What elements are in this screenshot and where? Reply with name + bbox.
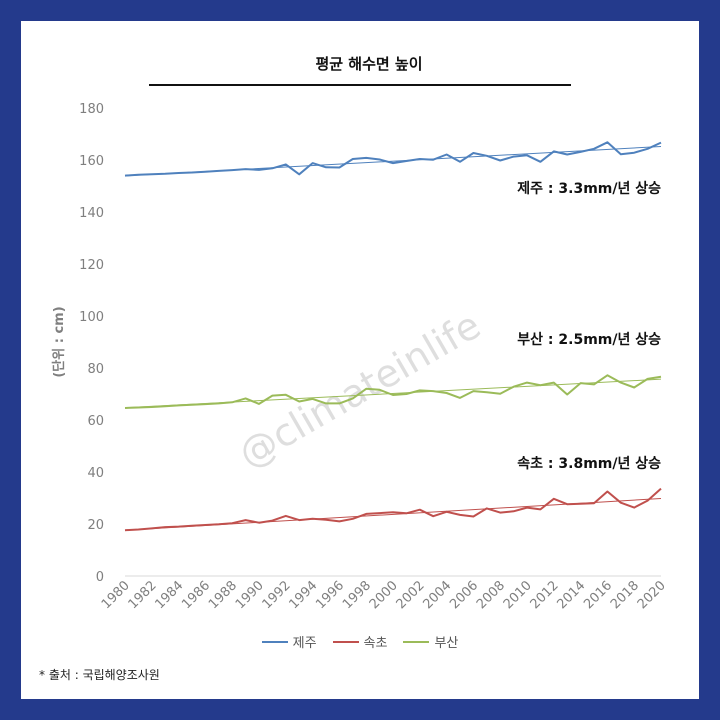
x-tick-label: 1988 [206, 578, 240, 612]
x-tick-label: 2000 [367, 578, 401, 612]
y-tick-label: 100 [79, 310, 104, 325]
x-tick-label: 2014 [554, 578, 588, 612]
legend-item: 부산 [403, 632, 458, 651]
y-tick-label: 40 [87, 466, 104, 481]
x-tick-label: 2006 [447, 578, 481, 612]
x-tick-label: 2002 [394, 578, 428, 612]
y-tick-label: 20 [87, 518, 104, 533]
x-tick-label: 2004 [420, 578, 454, 612]
legend-item: 제주 [261, 632, 317, 651]
legend-swatch [332, 640, 359, 643]
series-lines [124, 141, 662, 532]
y-tick-label: 60 [87, 414, 104, 429]
chart-card: 평균 해수면 높이 0 20 40 60 80 100 120 140 160 180 (단위 : … [21, 21, 699, 699]
annotation-제주: 제주 : 3.3mm/년 상승 [517, 181, 661, 197]
watermark-text: @climateinlife [231, 303, 488, 477]
x-tick-label: 1986 [179, 578, 213, 612]
y-tick-label: 180 [79, 102, 104, 117]
x-tick-label: 1990 [233, 578, 267, 612]
y-tick-label: 0 [96, 570, 104, 585]
y-axis: 0 20 40 60 80 100 120 140 160 180 (단위 : cm) [51, 102, 104, 585]
y-tick-label: 80 [87, 362, 104, 377]
legend-label: 제주 [292, 636, 317, 651]
title-underline [149, 84, 571, 86]
legend-label: 속초 [363, 636, 388, 651]
annotation-속초: 속초 : 3.8mm/년 상승 [517, 456, 661, 472]
x-tick-label: 2020 [635, 578, 669, 612]
x-tick-label: 2018 [608, 578, 642, 612]
legend-swatch [403, 640, 430, 643]
watermark: @climateinlife [231, 303, 488, 477]
series-line-부산 [124, 374, 662, 409]
source-note: * 출처 : 국립해양조사원 [39, 668, 160, 682]
line-chart: 0 20 40 60 80 100 120 140 160 180 (단위 : cm) 198019… [51, 102, 669, 612]
y-tick-label: 160 [79, 154, 104, 169]
chart-title: 평균 해수면 높이 [315, 55, 423, 73]
x-tick-label: 1996 [313, 578, 347, 612]
x-tick-label: 2012 [528, 578, 562, 612]
x-tick-label: 1994 [286, 578, 320, 612]
y-tick-label: 140 [79, 206, 104, 221]
legend-label: 부산 [434, 636, 459, 651]
series-line-제주 [124, 141, 662, 177]
x-tick-label: 1992 [260, 578, 294, 612]
legend: 제주 속초 부산 [21, 632, 699, 651]
y-axis-title: (단위 : cm) [51, 306, 67, 377]
annotation-부산: 부산 : 2.5mm/년 상승 [517, 331, 661, 348]
series-line-속초 [124, 487, 662, 532]
x-tick-label: 2008 [474, 578, 508, 612]
legend-swatch [261, 640, 288, 643]
x-tick-label: 1998 [340, 578, 374, 612]
y-tick-label: 120 [79, 258, 104, 273]
legend-item: 속초 [332, 632, 388, 651]
x-tick-label: 1982 [126, 578, 160, 612]
x-tick-label: 2016 [581, 578, 615, 612]
x-axis: 1980198219841986198819901992199419961998… [99, 575, 669, 612]
x-tick-label: 2010 [501, 578, 535, 612]
x-tick-label: 1984 [152, 578, 186, 612]
